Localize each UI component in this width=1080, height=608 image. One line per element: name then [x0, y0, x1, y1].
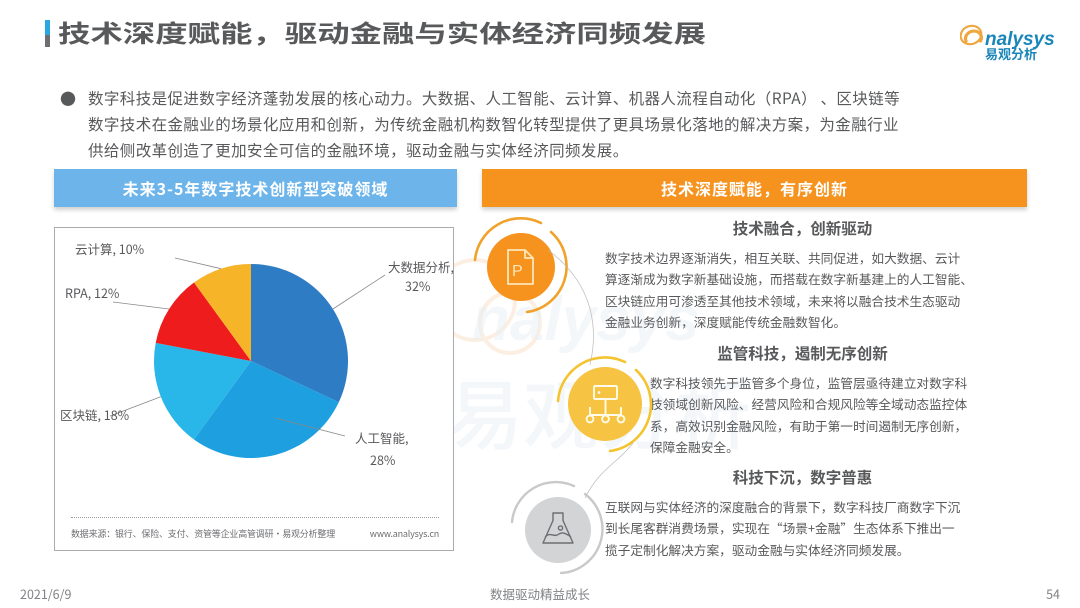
svg-text:P: P — [512, 263, 523, 280]
svg-text:RPA, 12%: RPA, 12% — [65, 283, 120, 302]
svg-text:人工智能,: 人工智能, — [355, 428, 408, 447]
svg-text:云计算, 10%: 云计算, 10% — [75, 239, 145, 258]
svg-text:易观分析: 易观分析 — [985, 44, 1037, 63]
svg-text:28%: 28% — [370, 450, 396, 469]
svg-text:大数据分析,: 大数据分析, — [388, 257, 454, 276]
svg-text:区块链, 18%: 区块链, 18% — [60, 405, 130, 424]
svg-text:32%: 32% — [405, 276, 431, 295]
